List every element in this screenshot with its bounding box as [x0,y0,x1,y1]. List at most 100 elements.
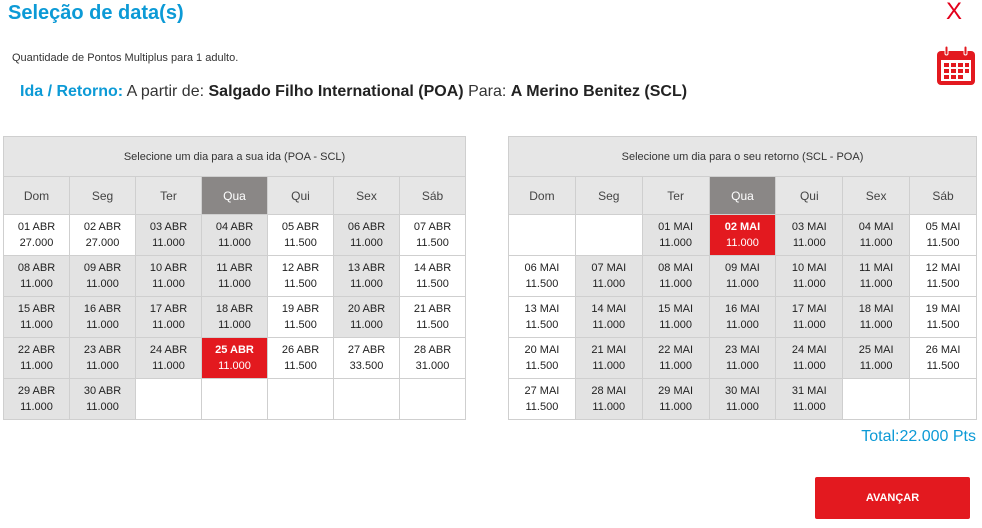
day-cell[interactable]: 27 MAI 11.500 [508,378,576,420]
day-points: 11.000 [792,401,826,413]
day-cell[interactable]: 31 MAI 11.000 [775,378,844,420]
day-cell[interactable]: 01 ABR 27.000 [3,214,70,256]
day-cell[interactable]: 14 MAI 11.000 [574,296,643,338]
day-date: 11 ABR [216,262,253,274]
day-date: 17 ABR [149,303,188,315]
day-cell[interactable]: 06 ABR 11.000 [333,214,400,256]
close-icon[interactable]: X [946,0,963,25]
day-cell[interactable]: 09 MAI 11.000 [708,255,777,297]
selected-day-cell[interactable]: 02 MAI 11.000 [708,214,777,256]
day-points: 27.000 [85,237,120,249]
day-points: 11.000 [859,319,893,331]
day-date: 08 ABR [17,262,56,274]
day-cell[interactable]: 23 MAI 11.000 [708,337,777,379]
day-date: 15 ABR [17,303,56,315]
day-points: 11.000 [792,360,826,372]
day-cell[interactable]: 30 MAI 11.000 [708,378,777,420]
day-cell[interactable]: 29 ABR 11.000 [3,378,70,420]
day-cell[interactable]: 26 ABR 11.500 [267,337,334,379]
weekday-header: Qua [201,176,268,215]
day-date: 10 ABR [149,262,188,274]
day-date: 28 MAI [591,385,627,397]
weekday-header: Sex [842,176,911,215]
day-cell[interactable]: 05 MAI 11.500 [909,214,977,256]
day-cell[interactable]: 24 ABR 11.000 [135,337,202,379]
continue-button[interactable]: AVANÇAR [815,477,970,519]
day-cell[interactable]: 07 ABR 11.500 [399,214,466,256]
day-date: 19 MAI [925,303,961,315]
calendar-icon[interactable] [935,45,977,87]
day-points: 11.500 [284,360,317,372]
day-cell[interactable]: 21 MAI 11.000 [574,337,643,379]
day-cell[interactable]: 11 ABR 11.000 [201,255,268,297]
day-points: 11.000 [218,278,251,290]
day-cell[interactable]: 10 ABR 11.000 [135,255,202,297]
day-cell[interactable]: 25 MAI 11.000 [842,337,911,379]
day-cell[interactable]: 28 MAI 11.000 [574,378,643,420]
day-points: 11.500 [926,278,960,290]
day-cell[interactable]: 08 ABR 11.000 [3,255,70,297]
day-cell[interactable]: 18 ABR 11.000 [201,296,268,338]
day-date: 23 MAI [725,344,760,356]
day-cell[interactable]: 08 MAI 11.000 [641,255,710,297]
day-cell[interactable]: 02 ABR 27.000 [69,214,136,256]
day-cell[interactable]: 11 MAI 11.000 [842,255,911,297]
day-date: 30 ABR [83,385,122,397]
day-points: 11.000 [792,278,826,290]
day-date: 26 ABR [281,344,320,356]
day-cell[interactable]: 03 ABR 11.000 [135,214,202,256]
day-cell[interactable]: 06 MAI 11.500 [508,255,576,297]
day-cell[interactable]: 14 ABR 11.500 [399,255,466,297]
day-cell[interactable]: 28 ABR 31.000 [399,337,466,379]
day-cell[interactable]: 16 ABR 11.000 [69,296,136,338]
day-cell[interactable]: 05 ABR 11.500 [267,214,334,256]
day-cell[interactable]: 03 MAI 11.000 [775,214,844,256]
day-cell[interactable]: 09 ABR 11.000 [69,255,136,297]
day-cell[interactable]: 12 ABR 11.500 [267,255,334,297]
day-points: 11.000 [20,319,53,331]
route-to-prefix: Para: [468,83,507,100]
day-points: 11.000 [20,401,53,413]
day-cell[interactable]: 01 MAI 11.000 [641,214,710,256]
day-cell[interactable]: 13 MAI 11.500 [508,296,576,338]
day-cell[interactable]: 24 MAI 11.000 [775,337,844,379]
day-cell[interactable]: 27 ABR 33.500 [333,337,400,379]
selected-day-cell[interactable]: 25 ABR 11.000 [201,337,268,379]
day-points: 11.500 [525,278,559,290]
day-cell[interactable]: 18 MAI 11.000 [842,296,911,338]
day-points: 11.000 [726,278,759,290]
day-cell[interactable]: 10 MAI 11.000 [775,255,844,297]
day-cell[interactable]: 29 MAI 11.000 [641,378,710,420]
day-cell[interactable]: 12 MAI 11.500 [909,255,977,297]
day-cell[interactable]: 15 MAI 11.000 [641,296,710,338]
day-cell[interactable]: 04 ABR 11.000 [201,214,268,256]
day-cell[interactable]: 17 MAI 11.000 [775,296,844,338]
day-points: 11.500 [926,319,960,331]
day-cell[interactable]: 19 MAI 11.500 [909,296,977,338]
day-points: 11.000 [350,278,383,290]
day-date: 17 MAI [791,303,827,315]
empty-day-cell [267,378,334,420]
day-cell[interactable]: 15 ABR 11.000 [3,296,70,338]
day-cell[interactable]: 26 MAI 11.500 [909,337,977,379]
day-date: 08 MAI [658,262,694,274]
day-cell[interactable]: 23 ABR 11.000 [69,337,136,379]
day-cell[interactable]: 04 MAI 11.000 [842,214,911,256]
day-cell[interactable]: 17 ABR 11.000 [135,296,202,338]
day-cell[interactable]: 19 ABR 11.500 [267,296,334,338]
day-cell[interactable]: 30 ABR 11.000 [69,378,136,420]
day-cell[interactable]: 16 MAI 11.000 [708,296,777,338]
day-date: 10 MAI [791,262,827,274]
empty-day-cell [201,378,268,420]
day-date: 02 ABR [83,221,122,233]
day-cell[interactable]: 07 MAI 11.000 [574,255,643,297]
day-cell[interactable]: 13 ABR 11.000 [333,255,400,297]
day-date: 23 ABR [83,344,122,356]
day-cell[interactable]: 22 ABR 11.000 [3,337,70,379]
day-cell[interactable]: 20 ABR 11.000 [333,296,400,338]
day-date: 16 MAI [725,303,760,315]
day-cell[interactable]: 20 MAI 11.500 [508,337,576,379]
day-cell[interactable]: 22 MAI 11.000 [641,337,710,379]
day-cell[interactable]: 21 ABR 11.500 [399,296,466,338]
day-points: 11.000 [792,237,826,249]
